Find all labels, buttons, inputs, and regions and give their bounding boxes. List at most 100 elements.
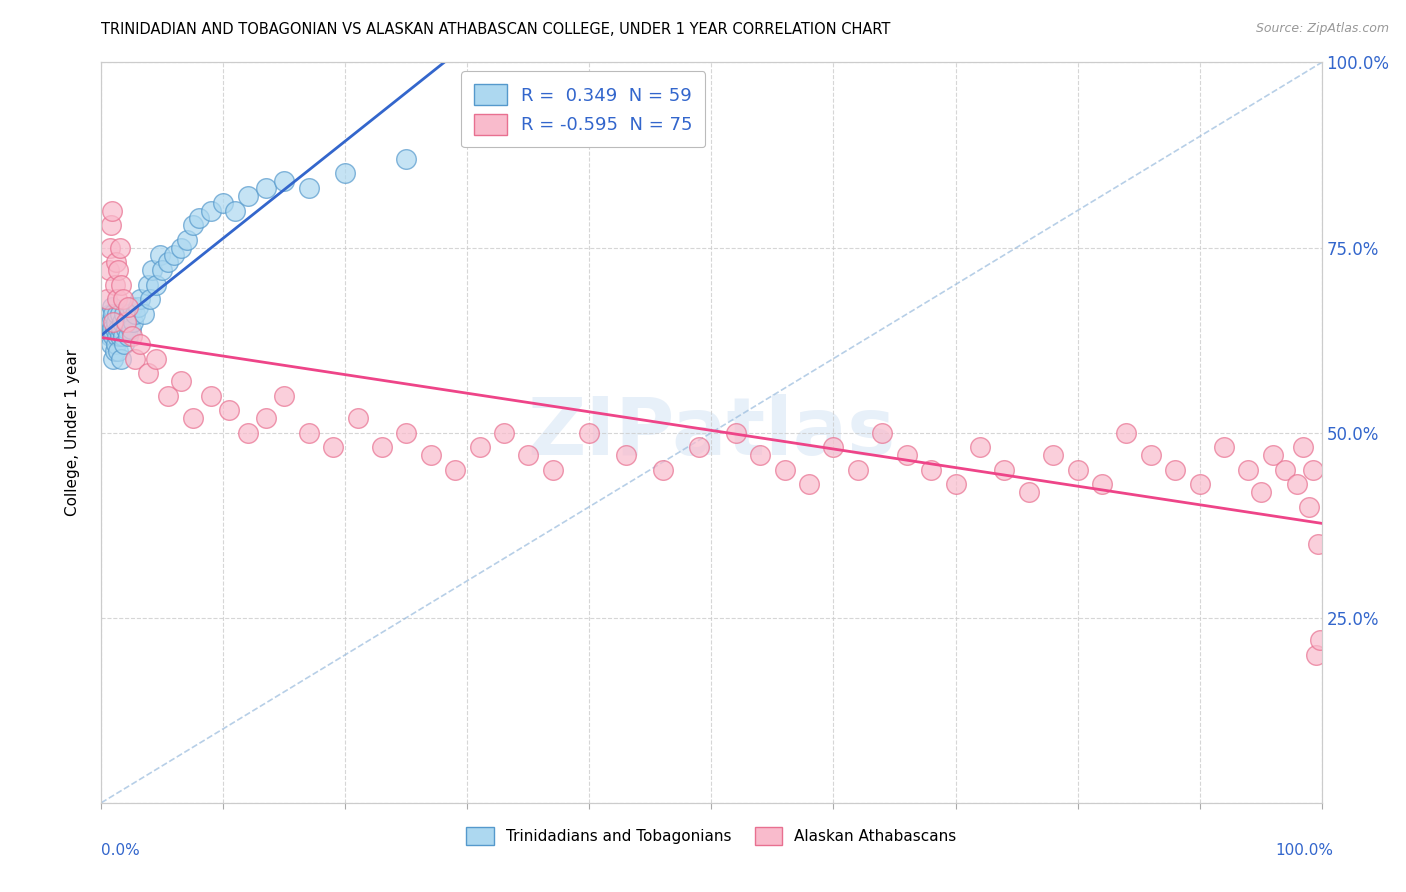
Point xyxy=(112,336,135,351)
Point xyxy=(112,307,135,321)
Text: 0.0%: 0.0% xyxy=(101,843,141,858)
Text: Source: ZipAtlas.com: Source: ZipAtlas.com xyxy=(1256,22,1389,36)
Point xyxy=(200,203,222,218)
Point xyxy=(224,203,246,218)
Point xyxy=(96,293,118,307)
Point xyxy=(136,277,159,292)
Point xyxy=(218,403,240,417)
Y-axis label: College, Under 1 year: College, Under 1 year xyxy=(66,349,80,516)
Point xyxy=(112,293,135,307)
Point xyxy=(105,293,128,307)
Point xyxy=(969,441,991,455)
Point xyxy=(1274,462,1296,476)
Point xyxy=(1213,441,1236,455)
Point xyxy=(444,462,467,476)
Point xyxy=(1292,441,1315,455)
Point xyxy=(797,477,820,491)
Point xyxy=(749,448,772,462)
Point xyxy=(121,300,143,314)
Point xyxy=(107,262,129,277)
Point xyxy=(132,307,155,321)
Point xyxy=(541,462,564,476)
Point xyxy=(150,262,173,277)
Point xyxy=(97,314,120,328)
Point xyxy=(872,425,894,440)
Point xyxy=(108,329,131,343)
Point xyxy=(104,277,127,292)
Point xyxy=(100,336,122,351)
Point xyxy=(124,307,146,321)
Point xyxy=(395,152,418,166)
Point xyxy=(823,441,845,455)
Point xyxy=(107,322,129,336)
Point xyxy=(236,425,259,440)
Point xyxy=(1115,425,1137,440)
Point xyxy=(200,388,222,402)
Point xyxy=(1139,448,1161,462)
Point xyxy=(298,425,321,440)
Point xyxy=(1042,448,1064,462)
Point xyxy=(103,307,125,321)
Point xyxy=(1298,500,1320,514)
Point xyxy=(97,262,120,277)
Point xyxy=(103,351,125,366)
Point xyxy=(157,388,180,402)
Point xyxy=(896,448,918,462)
Point xyxy=(114,322,136,336)
Point xyxy=(110,322,132,336)
Point xyxy=(129,336,152,351)
Point xyxy=(920,462,942,476)
Point xyxy=(136,367,159,381)
Point xyxy=(115,314,138,328)
Point xyxy=(112,329,135,343)
Point xyxy=(322,441,344,455)
Text: 100.0%: 100.0% xyxy=(1275,843,1333,858)
Point xyxy=(1018,484,1040,499)
Point xyxy=(110,277,132,292)
Point xyxy=(688,441,710,455)
Point xyxy=(1261,448,1284,462)
Point xyxy=(141,262,163,277)
Point xyxy=(105,329,128,343)
Point xyxy=(1188,477,1211,491)
Point xyxy=(98,240,121,255)
Point xyxy=(104,314,127,328)
Point xyxy=(129,293,152,307)
Point xyxy=(181,219,204,233)
Point xyxy=(103,329,125,343)
Point xyxy=(254,181,277,195)
Point xyxy=(114,314,136,328)
Point xyxy=(108,307,131,321)
Point xyxy=(149,248,172,262)
Point xyxy=(335,166,357,180)
Point xyxy=(100,314,122,328)
Point xyxy=(169,240,191,255)
Point xyxy=(254,410,277,425)
Point xyxy=(111,314,134,328)
Point xyxy=(100,219,122,233)
Point xyxy=(176,233,198,247)
Point xyxy=(187,211,209,225)
Point xyxy=(118,307,141,321)
Point xyxy=(103,314,125,328)
Point xyxy=(105,307,128,321)
Point xyxy=(346,410,368,425)
Text: ZIPatlas: ZIPatlas xyxy=(527,393,896,472)
Point xyxy=(724,425,747,440)
Point xyxy=(101,300,124,314)
Point xyxy=(121,329,143,343)
Point xyxy=(1237,462,1260,476)
Point xyxy=(163,248,186,262)
Point xyxy=(395,425,418,440)
Point xyxy=(517,448,540,462)
Point xyxy=(1302,462,1324,476)
Point xyxy=(104,322,127,336)
Point xyxy=(1286,477,1309,491)
Point xyxy=(1306,536,1329,550)
Legend: Trinidadians and Tobagonians, Alaskan Athabascans: Trinidadians and Tobagonians, Alaskan At… xyxy=(460,821,963,851)
Point xyxy=(212,196,235,211)
Point xyxy=(1164,462,1187,476)
Text: TRINIDADIAN AND TOBAGONIAN VS ALASKAN ATHABASCAN COLLEGE, UNDER 1 YEAR CORRELATI: TRINIDADIAN AND TOBAGONIAN VS ALASKAN AT… xyxy=(101,22,890,37)
Point xyxy=(1066,462,1088,476)
Point xyxy=(104,255,127,269)
